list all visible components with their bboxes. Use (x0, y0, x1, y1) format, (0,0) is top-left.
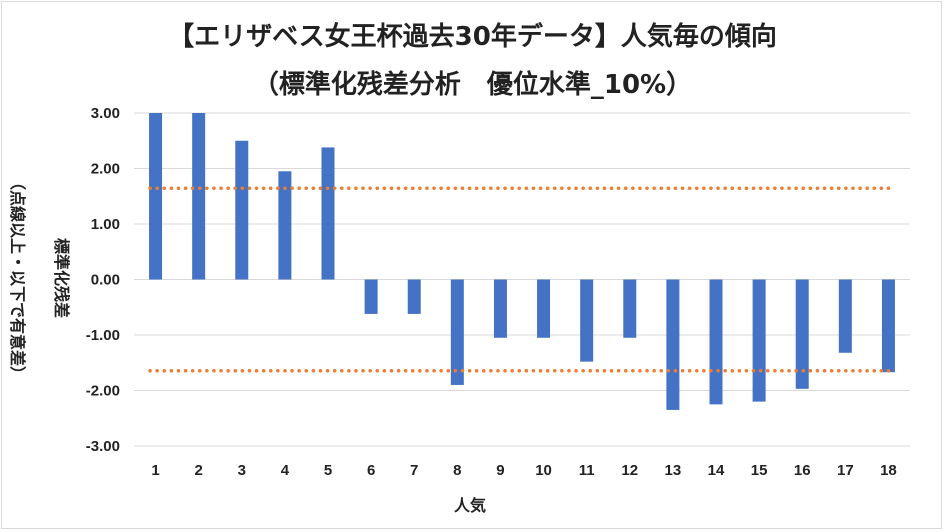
threshold-lines (148, 186, 892, 373)
x-tick-label: 4 (281, 462, 290, 479)
bar (493, 279, 507, 338)
chart-subtitle: （標準化残差分析 優位水準_10%） (252, 70, 693, 100)
bar (838, 279, 852, 353)
x-tick-label: 8 (453, 462, 461, 479)
bar (321, 147, 335, 280)
x-tick-label: 1 (151, 462, 159, 479)
x-tick-label: 17 (837, 462, 854, 479)
bar (580, 279, 594, 362)
bar (278, 171, 292, 280)
bar (666, 279, 680, 410)
chart-title: 【エリザベス女王杯過去30年データ】人気毎の傾向 (168, 22, 777, 52)
y-tick-label: 1.00 (91, 216, 120, 233)
bar (623, 279, 637, 338)
x-axis-title: 人気 (454, 496, 486, 515)
bar (364, 279, 378, 314)
bar (795, 279, 809, 389)
x-tick-label: 18 (880, 462, 897, 479)
y-tick-label: 3.00 (91, 105, 120, 122)
x-tick-label: 14 (708, 462, 725, 479)
x-tick-label: 15 (751, 462, 768, 479)
bar (149, 113, 163, 280)
bar (450, 279, 464, 385)
x-tick-label: 7 (410, 462, 418, 479)
x-tick-label: 10 (535, 462, 552, 479)
x-tick-label: 2 (194, 462, 202, 479)
x-tick-label: 5 (324, 462, 332, 479)
bar (881, 279, 895, 373)
x-tick-label: 9 (496, 462, 504, 479)
x-axis-ticks: 1 2 3 4 5 6 7 8 9 10 11 12 13 14 15 16 17 18 (151, 462, 896, 479)
bar (709, 279, 723, 405)
bar (192, 113, 206, 280)
bar (752, 279, 766, 402)
x-tick-label: 3 (238, 462, 246, 479)
y-tick-label: 0.00 (91, 272, 120, 289)
x-tick-label: 16 (794, 462, 811, 479)
y-tick-label: 2.00 (91, 161, 120, 178)
bar (537, 279, 551, 338)
x-tick-label: 12 (621, 462, 638, 479)
y-tick-label: -1.00 (86, 327, 120, 344)
y-axis-title: 標準化残差 (52, 238, 71, 318)
x-tick-label: 11 (579, 462, 595, 479)
bar-series (149, 113, 895, 410)
x-tick-label: 13 (665, 462, 682, 479)
y-axis-ticks: 3.00 2.00 1.00 0.00 -1.00 -2.00 -3.00 (86, 105, 120, 455)
y-tick-label: -3.00 (86, 438, 120, 455)
bar (407, 279, 421, 314)
x-tick-label: 6 (367, 462, 375, 479)
y-tick-label: -2.00 (86, 383, 120, 400)
y-axis-note: （点線以上・以下で有意差） (8, 174, 27, 382)
gridlines (134, 112, 910, 447)
bar (235, 140, 249, 280)
